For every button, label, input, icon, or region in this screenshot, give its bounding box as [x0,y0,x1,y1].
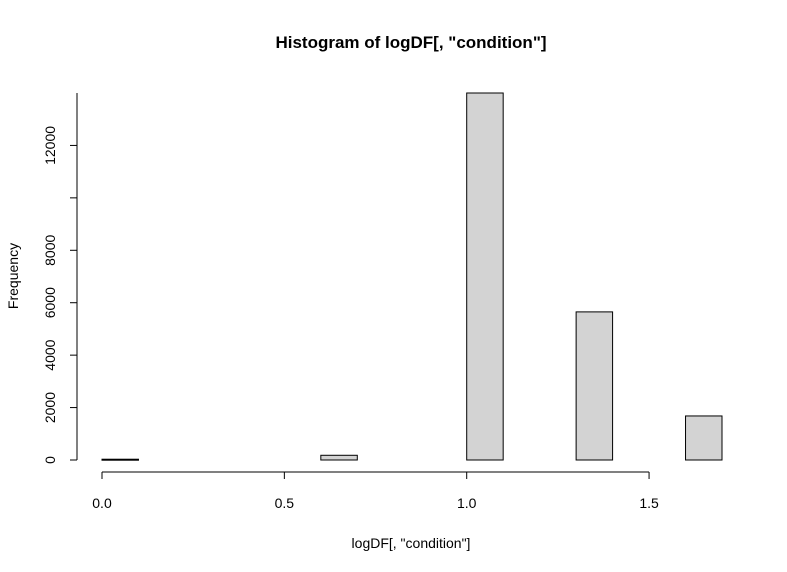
y-axis-label: Frequency [5,243,21,309]
histogram-bar-10 [466,92,504,461]
y-tick-label-4: 8000 [42,235,58,266]
x-tick-label-3: 1.5 [639,495,659,511]
y-axis: 0 2000 4000 6000 8000 12000 [42,93,78,464]
histogram-bar-0 [101,458,139,461]
histogram-bar-13 [575,311,614,461]
chart-title: Histogram of logDF[, "condition"] [275,33,546,52]
y-tick-label-1: 2000 [42,392,58,423]
y-tick-label-3: 6000 [42,287,58,318]
x-tick-label-1: 0.5 [275,495,295,511]
histogram-bar-16 [685,415,723,461]
bars-group [101,92,723,461]
x-tick-label-0: 0.0 [92,495,112,511]
x-tick-label-2: 1.0 [457,495,477,511]
x-axis-label: logDF[, "condition"] [352,535,471,551]
y-tick-label-5: 12000 [42,126,58,165]
y-tick-label-2: 4000 [42,339,58,370]
x-axis: 0.0 0.5 1.0 1.5 [92,471,659,511]
histogram-bar-6 [320,454,358,461]
y-tick-label-0: 0 [42,456,58,464]
